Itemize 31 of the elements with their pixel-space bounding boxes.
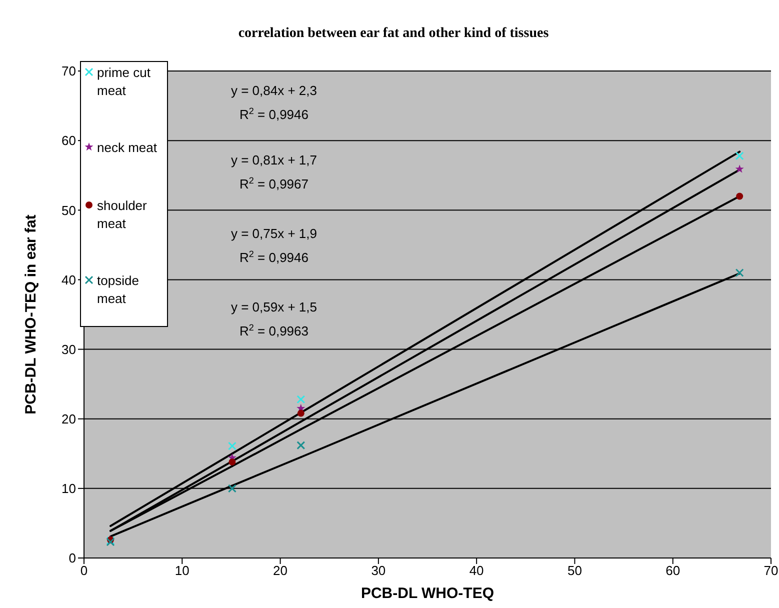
annotation: R$^{2}$ = 0,9946: [240, 106, 308, 122]
x-tick-label: 70: [764, 563, 778, 578]
x-tick-label: 40: [469, 563, 484, 578]
y-tick-label: 40: [62, 272, 76, 288]
y-tick-label: 10: [62, 481, 76, 496]
legend-label: topside meat: [97, 272, 140, 308]
x-tick-label: 20: [273, 563, 288, 578]
x-axis-title: PCB-DL WHO-TEQ: [360, 585, 494, 602]
y-tick-label: 70: [62, 64, 76, 79]
x-tick-label: 0: [80, 563, 88, 578]
y-tick-label: 0: [68, 550, 76, 566]
x-tick-label: 50: [567, 563, 582, 578]
annotation: R$^{2}$ = 0,9963: [240, 322, 308, 339]
legend-label: shoulder meat: [97, 196, 148, 233]
y-tick-label: 30: [62, 342, 76, 357]
y-tick-label: 50: [62, 202, 76, 218]
annotation: R$^{2}$ = 0,9967: [240, 176, 308, 192]
legend-label: prime cut meat: [97, 64, 152, 100]
annotation: y = 0,59x + 1,5: [230, 300, 318, 315]
annotation: y = 0,75x + 1,9: [230, 226, 318, 242]
x-tick-label: 10: [174, 563, 190, 578]
y-axis-title: PCB-DL WHO-TEQ in ear fat: [22, 214, 40, 414]
x-tick-label: 60: [666, 563, 680, 578]
chart-title: correlation between ear fat and other kind of tissues: [237, 26, 550, 42]
legend-label: neck meat: [97, 139, 158, 158]
annotation: R$^{2}$ = 0,9946: [240, 249, 308, 266]
y-tick-label: 20: [62, 411, 76, 426]
x-tick-label: 30: [371, 563, 386, 578]
annotation: y = 0,81x + 1,7: [230, 152, 318, 168]
annotation: y = 0,84x + 2,3: [230, 83, 318, 98]
y-tick-label: 60: [62, 133, 76, 148]
